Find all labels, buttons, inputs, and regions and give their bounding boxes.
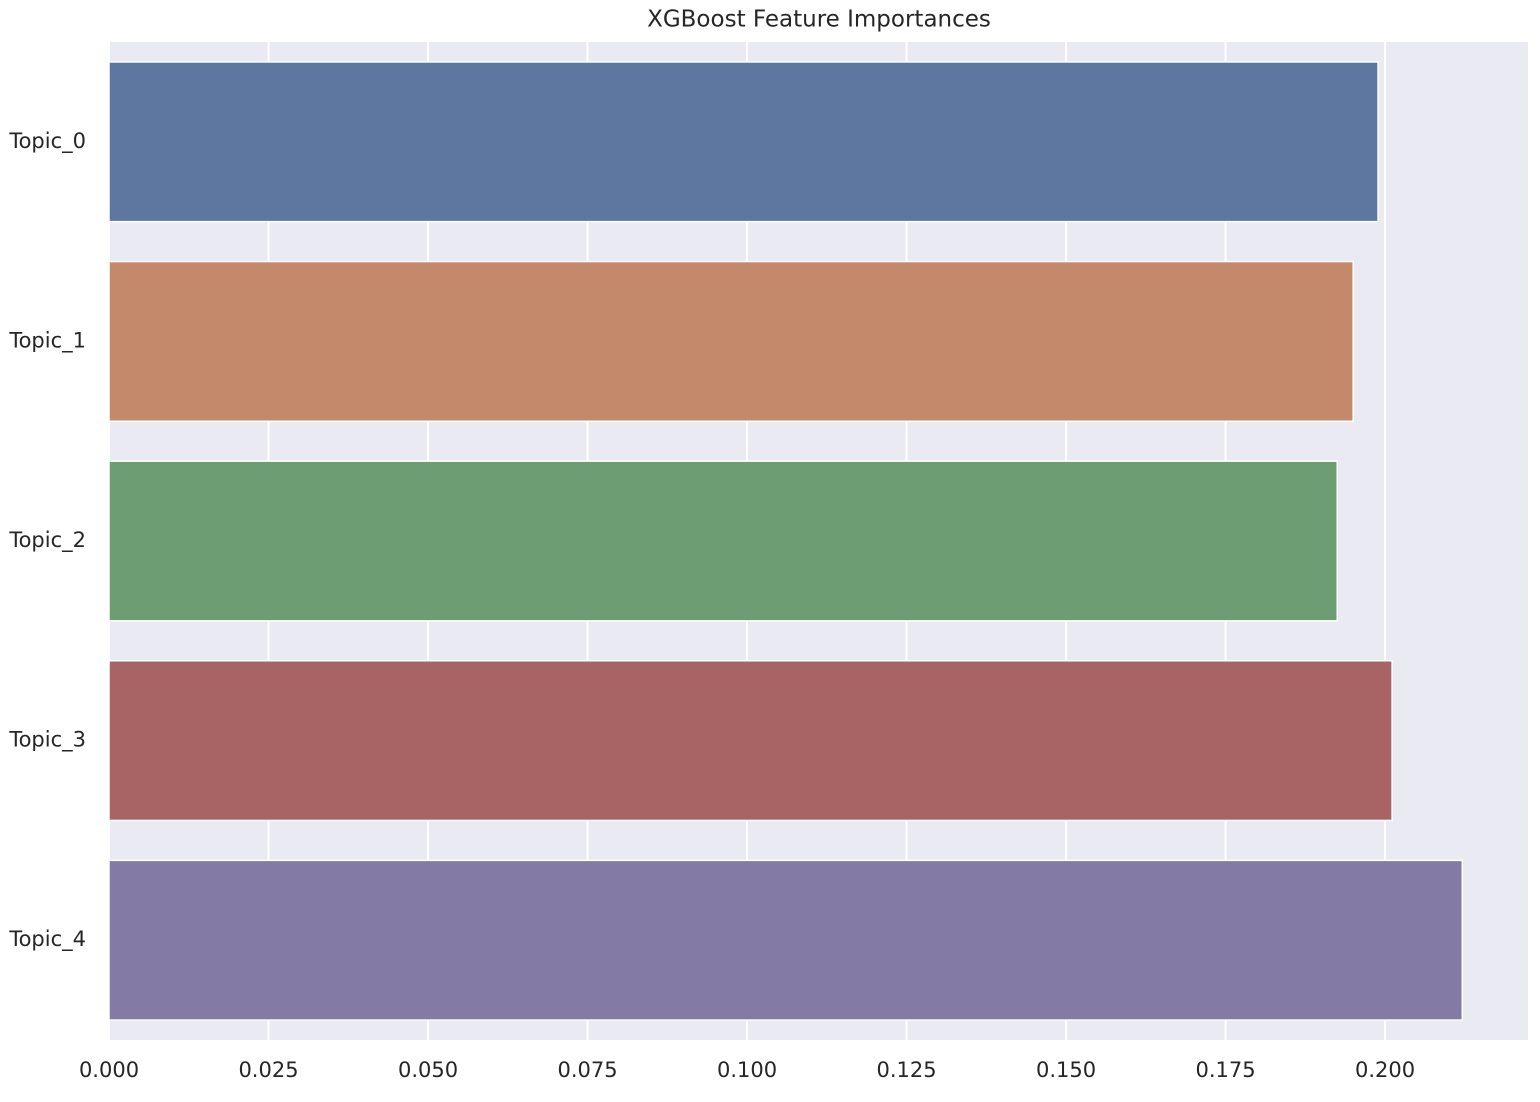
chart-title: XGBoost Feature Importances xyxy=(647,7,991,33)
y-tick-label: Topic_2 xyxy=(8,528,86,553)
bar xyxy=(108,859,1464,1021)
x-tick-label: 0.075 xyxy=(557,1058,617,1082)
y-tick-label: Topic_1 xyxy=(8,328,86,353)
x-tick-label: 0.100 xyxy=(717,1058,777,1082)
x-tick-label: 0.150 xyxy=(1036,1058,1096,1082)
x-tick-label: 0.125 xyxy=(876,1058,936,1082)
y-tick-label: Topic_3 xyxy=(8,728,86,753)
x-tick-label: 0.200 xyxy=(1355,1058,1415,1082)
y-tick-label: Topic_4 xyxy=(8,927,86,952)
y-tick-label: Topic_0 xyxy=(8,129,86,154)
x-tick-label: 0.000 xyxy=(79,1058,139,1082)
x-tick-label: 0.175 xyxy=(1196,1058,1256,1082)
bar xyxy=(108,460,1338,622)
x-tick-label: 0.050 xyxy=(398,1058,458,1082)
bar xyxy=(108,61,1379,223)
x-tick-label: 0.025 xyxy=(238,1058,298,1082)
bar xyxy=(108,260,1354,422)
bar xyxy=(108,660,1393,822)
